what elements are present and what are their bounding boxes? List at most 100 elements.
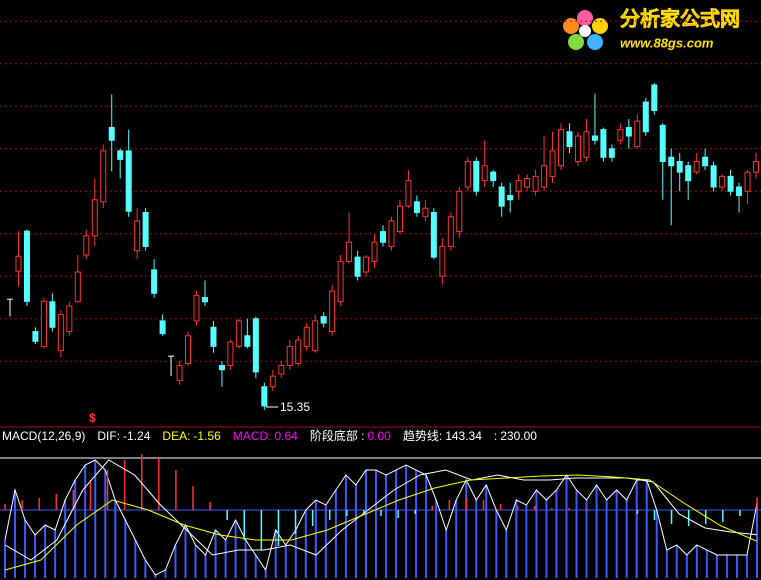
logo-url: www.88gs.com xyxy=(620,35,714,50)
series-value: 230.00 xyxy=(500,429,537,443)
candle-body xyxy=(151,269,158,294)
candle-body xyxy=(693,161,700,173)
candle-body xyxy=(74,271,81,303)
logo: 分析家公式网 www.88gs.com xyxy=(563,6,740,50)
candle-body xyxy=(736,186,743,196)
candle-body xyxy=(608,148,615,158)
indicator-header: MACD(12,26,9) DIF: -1.24 DEA: -1.56 MACD: 0.64… xyxy=(2,428,549,444)
candle-body xyxy=(286,345,293,366)
candle-body xyxy=(659,124,666,162)
candle-body xyxy=(57,314,64,352)
candle-body xyxy=(591,135,598,141)
candle-body xyxy=(66,305,73,332)
logo-petal xyxy=(587,34,603,50)
candle-body xyxy=(278,365,285,375)
candle-body xyxy=(617,129,624,141)
indicator-line xyxy=(4,474,758,571)
series-name: DIF: xyxy=(97,429,121,443)
candle-body xyxy=(507,195,514,201)
candle-body xyxy=(490,171,497,182)
candle-body xyxy=(668,156,675,167)
candle-body xyxy=(303,326,310,347)
candle-body xyxy=(261,386,268,407)
indicator-title: MACD(12,26,9) xyxy=(2,429,86,443)
series-name: 阶段底部 : xyxy=(309,429,365,443)
candle-body xyxy=(473,161,480,192)
candle-body xyxy=(710,165,717,188)
candle-body xyxy=(252,318,259,373)
candle-body xyxy=(744,171,751,192)
candle-body xyxy=(574,135,581,162)
low-annotation: 15.35 xyxy=(280,400,310,414)
candle-body xyxy=(702,156,709,167)
series-name: 趋势线: xyxy=(402,429,443,443)
candle-body xyxy=(396,205,403,233)
candle-body xyxy=(549,150,556,177)
candle-body xyxy=(125,150,132,212)
candle-body xyxy=(193,294,200,322)
candle-body xyxy=(91,199,98,237)
candle-body xyxy=(235,320,242,347)
candle-body xyxy=(23,230,30,302)
candle-body xyxy=(651,84,658,111)
candle-body xyxy=(481,165,488,182)
logo-petal xyxy=(568,34,584,50)
candle-body xyxy=(295,339,302,364)
series-value: -1.24 xyxy=(123,429,151,443)
candle-body xyxy=(83,235,90,256)
trend-outline xyxy=(4,459,758,576)
candle-body xyxy=(634,120,641,148)
candle-body xyxy=(185,335,192,364)
candle-body xyxy=(727,175,734,192)
candle-body xyxy=(227,341,234,366)
candle-body xyxy=(346,241,353,262)
logo-petal xyxy=(577,10,593,26)
candle-body xyxy=(625,127,632,137)
candle-body xyxy=(447,216,454,247)
series-value: 143.34 xyxy=(445,429,482,443)
candle-body xyxy=(558,129,565,167)
candle-body xyxy=(719,175,726,188)
candle-body xyxy=(541,165,548,188)
series-value: 0.64 xyxy=(274,429,298,443)
logo-title: 分析家公式网 xyxy=(620,6,740,30)
candle-body xyxy=(371,241,378,262)
candle-body xyxy=(320,316,327,324)
candle-body xyxy=(108,127,115,141)
candle-body xyxy=(676,161,683,173)
candle-body xyxy=(388,220,395,247)
series-value: 0.00 xyxy=(367,429,391,443)
candle-body xyxy=(600,129,607,158)
candle-body xyxy=(176,365,183,381)
candle-body xyxy=(642,101,649,133)
candle-body xyxy=(142,212,149,247)
candle-body xyxy=(464,161,471,188)
candle-body xyxy=(456,190,463,233)
candle-body xyxy=(32,331,39,342)
candle-body xyxy=(40,300,47,347)
candle-body xyxy=(15,255,22,272)
candle-body xyxy=(532,175,539,192)
series-name: DEA: xyxy=(162,429,191,443)
logo-petal xyxy=(592,18,608,34)
candle-body xyxy=(498,186,505,207)
candle-body xyxy=(380,231,386,243)
candle-body xyxy=(201,297,208,303)
candle-body xyxy=(117,150,124,160)
candle-body xyxy=(515,180,522,192)
signal-marker: $ xyxy=(89,411,96,425)
series-value: -1.56 xyxy=(193,429,221,443)
candle-body xyxy=(218,365,225,371)
candle-body xyxy=(210,326,217,347)
candle-body xyxy=(244,335,251,347)
candle-body xyxy=(439,246,446,277)
candle-body xyxy=(134,220,141,252)
logo-center xyxy=(579,25,591,37)
candle-body xyxy=(430,212,437,258)
candle-body xyxy=(159,320,166,335)
candle-body xyxy=(583,131,590,158)
series-name: : xyxy=(493,429,498,443)
